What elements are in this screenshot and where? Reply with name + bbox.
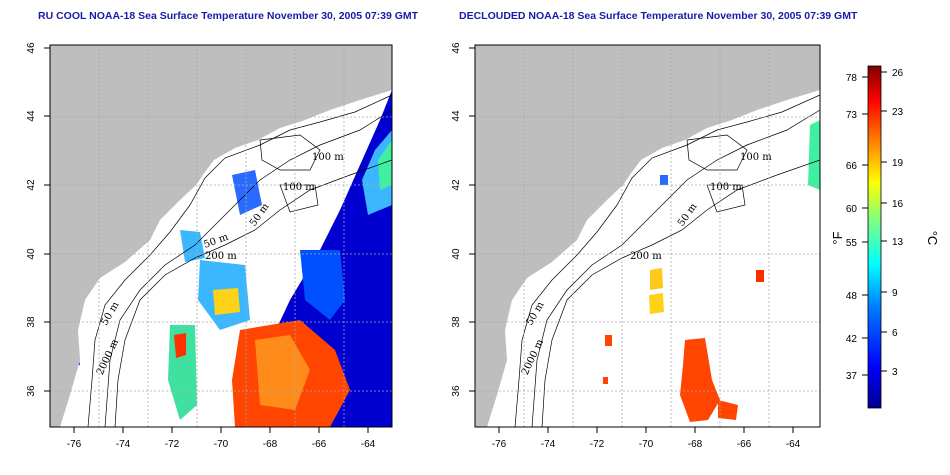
colorbar-c-tick-1: 26 (892, 68, 904, 79)
colorbar-f-tick-5: 55 (846, 238, 858, 249)
right-x-tick-5: -68 (688, 439, 703, 450)
left-sst-yellow-patch (213, 288, 240, 315)
right-x-tick-7: -64 (786, 439, 801, 450)
left-y-tick-1: 46 (26, 42, 37, 54)
left-sst-gulf-maine-patch (232, 170, 262, 215)
left-contour-label-1: 100 m (312, 152, 344, 163)
right-contour-shelf (531, 109, 820, 427)
colorbar-c-tick-5: 13 (892, 237, 904, 248)
colorbar-ticks (862, 71, 887, 376)
left-map-title: RU COOL NOAA-18 Sea Surface Temperature … (38, 10, 419, 22)
left-map: 100 m 100 m 50 m 50 m 200 m 50 m 2000 m … (26, 42, 393, 450)
colorbar-celsius-unit: °C (925, 231, 940, 246)
left-y-tick-2: 44 (26, 110, 37, 122)
left-x-tick-6: -66 (312, 439, 327, 450)
right-contour-georges-bank (686, 134, 748, 171)
left-x-tick-3: -72 (165, 439, 180, 450)
right-land-us-coast (475, 45, 820, 427)
right-x-tick-4: -70 (639, 439, 654, 450)
left-contour-2000m (114, 159, 392, 427)
colorbar-fahrenheit-unit: °F (830, 231, 845, 244)
right-sst-red-spot-3 (756, 270, 764, 282)
right-contour-label-1: 100 m (740, 152, 772, 163)
left-sst-blue-patch (300, 250, 345, 320)
right-contour-coastal (514, 94, 820, 427)
left-contour-shelf (104, 109, 392, 427)
right-grid (475, 45, 820, 427)
right-sst-red-spot-2 (603, 377, 608, 384)
right-sst-yellow-1 (650, 268, 663, 290)
colorbar-f-tick-3: 66 (846, 161, 858, 172)
right-sst-warm-strip (680, 338, 720, 422)
right-contour-label-2: 100 m (710, 182, 742, 193)
colorbar-f-tick-2: 73 (846, 110, 858, 121)
right-x-tick-6: -66 (737, 439, 752, 450)
left-y-tick-6: 36 (26, 385, 37, 397)
colorbar-c-tick-3: 19 (892, 158, 904, 169)
right-sst-yellow-2 (649, 293, 664, 314)
colorbar: 78 73 66 60 55 48 42 37 26 23 19 16 13 9… (830, 65, 940, 409)
right-y-tick-6: 36 (451, 385, 462, 397)
left-x-tick-2: -74 (116, 439, 131, 450)
right-map: 100 m 100 m 50 m 200 m 50 m 2000 m -76 -… (451, 42, 821, 450)
left-contour-coastal (87, 94, 392, 427)
left-sst-red-spot (174, 333, 186, 358)
left-contour-label-2: 100 m (283, 182, 315, 193)
left-grid (50, 45, 392, 427)
colorbar-c-tick-7: 6 (892, 328, 898, 339)
colorbar-c-tick-2: 23 (892, 107, 904, 118)
left-contour-georges-bank (259, 134, 321, 171)
colorbar-c-tick-6: 9 (892, 288, 898, 299)
left-y-tick-5: 38 (26, 316, 37, 328)
left-x-tick-4: -70 (214, 439, 229, 450)
colorbar-f-tick-1: 78 (846, 73, 858, 84)
right-land-nova-scotia (747, 55, 820, 110)
right-sst-warm-small (718, 400, 738, 420)
right-x-tick-1: -76 (492, 439, 507, 450)
left-sst-green-patch (378, 140, 392, 190)
right-sst-green-edge (808, 120, 820, 190)
right-ticks (469, 47, 794, 433)
right-sst-red-spot-1 (605, 335, 612, 346)
right-y-tick-1: 46 (451, 42, 462, 54)
right-sst-blue-spot (660, 175, 668, 185)
left-x-tick-7: -64 (361, 439, 376, 450)
right-x-tick-2: -74 (541, 439, 556, 450)
colorbar-f-tick-4: 60 (846, 204, 858, 215)
right-y-tick-2: 44 (451, 110, 462, 122)
right-contour-2000m (541, 159, 820, 427)
colorbar-f-tick-7: 42 (846, 334, 858, 345)
left-land-us-coast (50, 45, 392, 427)
colorbar-c-tick-4: 16 (892, 199, 904, 210)
left-sst-orange-core (255, 335, 310, 410)
right-x-tick-3: -72 (590, 439, 605, 450)
colorbar-c-tick-8: 3 (892, 367, 898, 378)
right-map-title: DECLOUDED NOAA-18 Sea Surface Temperatur… (459, 10, 858, 22)
left-contour-label-5: 200 m (205, 251, 237, 262)
left-land-nova-scotia (320, 55, 392, 110)
right-contour-bank-2 (706, 184, 746, 213)
left-y-tick-4: 40 (26, 248, 37, 260)
right-bathymetry-contours (514, 94, 820, 427)
left-x-tick-1: -76 (67, 439, 82, 450)
right-map-frame (474, 44, 821, 428)
colorbar-f-tick-8: 37 (846, 371, 858, 382)
left-bathymetry-contours (87, 94, 392, 427)
right-y-tick-5: 38 (451, 316, 462, 328)
left-ticks (44, 47, 369, 433)
right-y-tick-4: 40 (451, 248, 462, 260)
right-contour-label-4: 200 m (630, 251, 662, 262)
colorbar-f-tick-6: 48 (846, 291, 858, 302)
left-x-tick-5: -68 (263, 439, 278, 450)
colorbar-gradient (867, 65, 882, 409)
left-y-tick-3: 42 (26, 179, 37, 191)
right-y-tick-3: 42 (451, 179, 462, 191)
